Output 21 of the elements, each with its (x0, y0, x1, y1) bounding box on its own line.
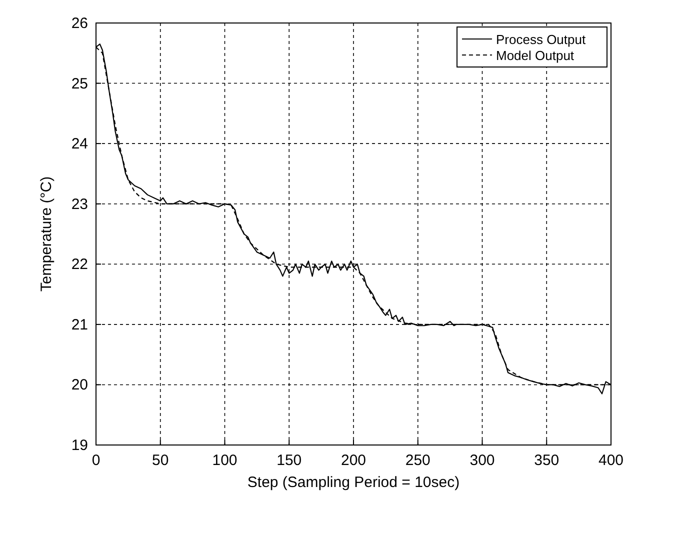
x-tick-label: 200 (340, 452, 366, 469)
y-tick-label: 20 (71, 376, 88, 394)
y-tick-label: 26 (71, 15, 88, 32)
y-tick-label: 19 (71, 437, 88, 454)
x-tick-label: 0 (92, 452, 100, 469)
legend-label: Process Output (496, 32, 586, 47)
legend-label: Model Output (496, 48, 574, 63)
y-tick-label: 23 (71, 196, 88, 213)
x-tick-label: 50 (152, 452, 169, 469)
y-tick-label: 25 (71, 75, 88, 92)
y-tick-label: 22 (71, 256, 88, 274)
x-tick-label: 250 (405, 452, 430, 469)
x-tick-label: 100 (212, 452, 238, 469)
x-tick-label: 350 (534, 452, 560, 469)
y-axis-title: Temperature (°C) (38, 176, 55, 292)
x-tick-label: 400 (598, 452, 624, 469)
x-axis-title: Step (Sampling Period = 10sec) (247, 474, 460, 491)
y-tick-label: 24 (71, 136, 88, 153)
y-tick-label: 21 (71, 316, 88, 334)
x-tick-label: 300 (470, 452, 495, 469)
x-tick-label: 150 (276, 452, 302, 469)
